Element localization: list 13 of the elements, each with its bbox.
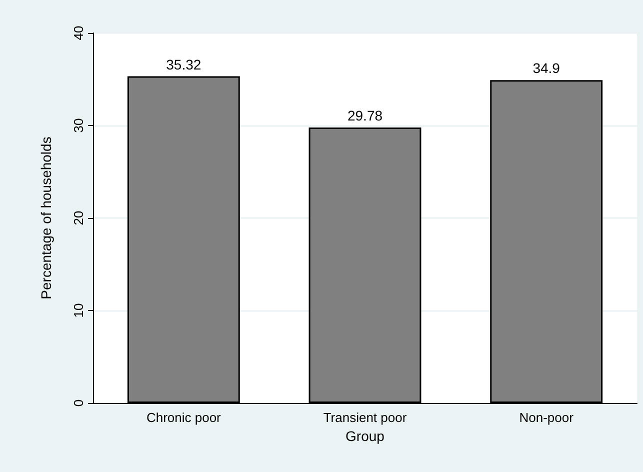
y-tick-label: 10 bbox=[71, 303, 86, 318]
y-tick-label: 30 bbox=[71, 118, 86, 133]
x-tick-label: Transient poor bbox=[323, 410, 408, 425]
y-axis-title: Percentage of households bbox=[38, 136, 54, 300]
y-tick-label: 40 bbox=[71, 26, 86, 40]
x-tick-label: Chronic poor bbox=[146, 410, 222, 425]
y-tick-label: 0 bbox=[71, 399, 86, 407]
data-label: 34.9 bbox=[532, 60, 560, 76]
x-axis-title: Group bbox=[346, 428, 385, 444]
data-label: 35.32 bbox=[166, 56, 202, 72]
y-tick-label: 20 bbox=[71, 210, 86, 226]
x-tick-label: Non-poor bbox=[519, 410, 574, 425]
data-label: 29.78 bbox=[347, 108, 383, 124]
